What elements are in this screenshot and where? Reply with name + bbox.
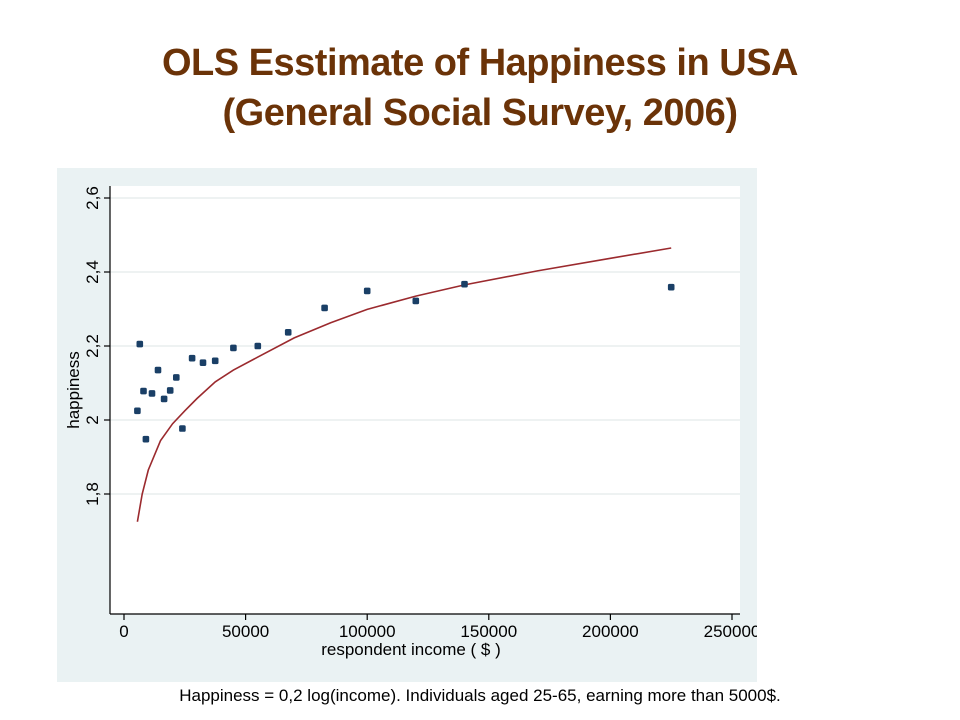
data-point [412, 297, 420, 305]
data-point [134, 407, 141, 415]
data-point [284, 329, 292, 336]
data-point [173, 374, 180, 381]
data-point [211, 357, 219, 365]
y-tick-label: 2,6 [83, 186, 102, 210]
fit-line [136, 247, 672, 522]
x-axis-label: respondent income ( $ ) [321, 640, 501, 659]
chart: 1,8 2 2,2 2,4 2,6 0 50000 100000 150000 200000 250… [57, 168, 757, 682]
data-point [321, 304, 328, 312]
x-tick-label: 50000 [222, 622, 269, 641]
x-tick-label: 0 [119, 622, 128, 641]
title-line-1: OLS Esstimate of Happiness in USA [162, 42, 798, 84]
data-point [254, 342, 262, 350]
data-point [160, 395, 168, 403]
x-tick-label: 100000 [339, 622, 396, 641]
y-tick-label: 2 [83, 415, 102, 424]
data-point [461, 280, 468, 288]
data-point [667, 283, 675, 291]
y-tick-label: 2,4 [83, 260, 102, 284]
x-tick-label: 150000 [460, 622, 517, 641]
data-point [230, 344, 237, 352]
data-point [140, 387, 147, 395]
scatter-chart-svg: 1,8 2 2,2 2,4 2,6 0 50000 100000 150000 200000 250… [57, 168, 757, 682]
data-point [199, 359, 207, 366]
plot-area [110, 186, 740, 614]
y-tick-label: 1,8 [83, 482, 102, 506]
caption: Happiness = 0,2 log(income). Individuals… [179, 686, 781, 705]
y-tick-label: 2,2 [83, 334, 102, 358]
data-point [166, 387, 174, 394]
data-point [363, 287, 371, 295]
data-point [154, 366, 162, 374]
data-point [188, 354, 196, 362]
data-point [136, 340, 144, 348]
slide-title: OLS Esstimate of Happiness in USA (Gener… [0, 38, 960, 138]
title-line-2: (General Social Survey, 2006) [222, 92, 738, 134]
x-tick-label: 200000 [582, 622, 639, 641]
x-tick-label: 250000 [704, 622, 757, 641]
data-point [142, 435, 150, 443]
data-point [148, 390, 156, 397]
data-point [179, 425, 186, 432]
y-axis-label: happiness [64, 351, 83, 429]
